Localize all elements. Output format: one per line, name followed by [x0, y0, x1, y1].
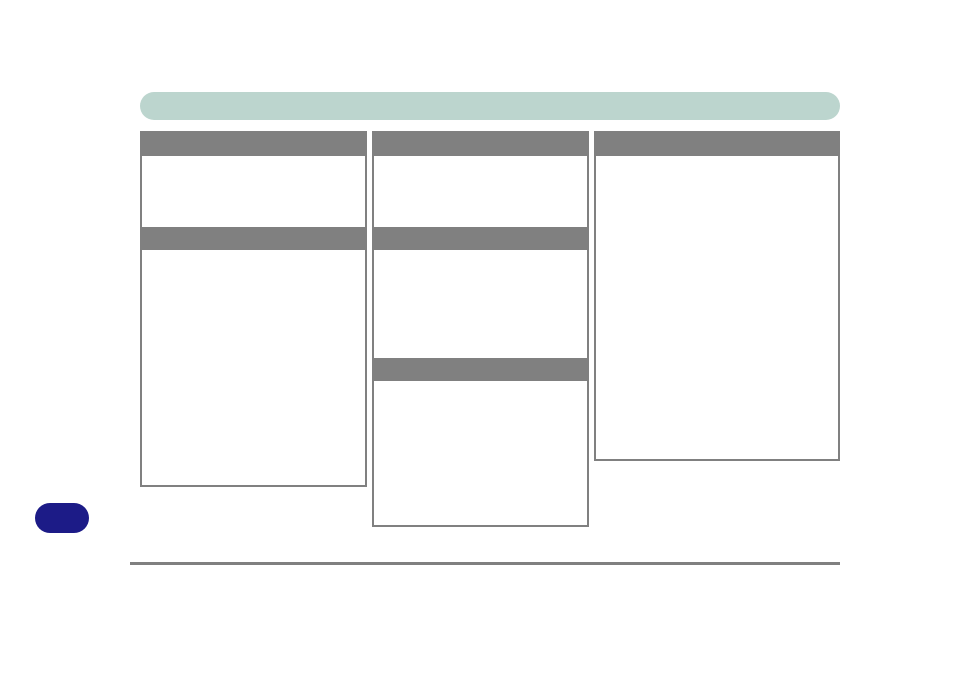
column-sub-bar [374, 227, 587, 250]
column-header [596, 133, 838, 156]
column-sub-bar [374, 358, 587, 381]
column-sub-bar [142, 227, 365, 250]
horizontal-rule [130, 562, 840, 565]
page-indicator-pill [35, 503, 89, 533]
banner-bar [140, 92, 840, 120]
column-panel [372, 131, 589, 527]
column-header [142, 133, 365, 156]
column-panel [140, 131, 367, 487]
column-panel [594, 131, 840, 461]
column-header [374, 133, 587, 156]
